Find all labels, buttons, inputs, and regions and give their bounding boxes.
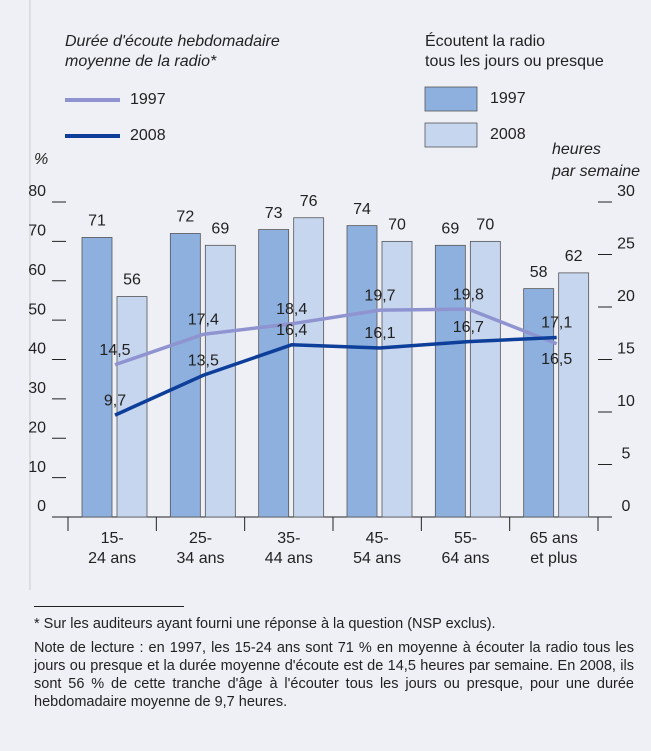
y-tick-label: 70 <box>28 223 46 240</box>
bar-value-label: 58 <box>530 264 548 281</box>
line-value-label: 16,4 <box>276 322 307 339</box>
line-value-label: 18,4 <box>276 301 307 318</box>
line-value-label: 16,7 <box>453 319 484 336</box>
bar <box>469 240 501 518</box>
bar-legend-title: Écoutent la radio <box>425 31 545 50</box>
y-tick-label: 0 <box>37 498 46 515</box>
y2-tick-label: 5 <box>622 446 631 463</box>
line-value-label: 19,7 <box>364 287 395 304</box>
notes: * Sur les auditeurs ayant fourni une rép… <box>34 606 634 717</box>
line-value-label: 17,4 <box>188 312 219 329</box>
x-tick-label: et plus <box>530 550 577 567</box>
x-tick-label: 45- <box>366 530 389 547</box>
bar <box>293 217 325 518</box>
legend-swatch <box>424 122 478 148</box>
bar <box>81 237 113 518</box>
line-legend-title: moyenne de la radio* <box>65 53 217 70</box>
line-value-label: 17,1 <box>541 315 572 332</box>
y-tick-label: 20 <box>28 419 46 436</box>
y-tick-label: 60 <box>28 262 46 279</box>
rule <box>34 606 184 607</box>
footnote: * Sur les auditeurs ayant fourni une rép… <box>34 616 496 632</box>
bar-value-label: 69 <box>441 221 459 238</box>
y2-tick-label: 25 <box>617 236 635 253</box>
bar-value-label: 70 <box>388 217 406 234</box>
x-tick-label: 34 ans <box>176 550 224 567</box>
y2-tick-label: 10 <box>617 393 635 410</box>
line-value-label: 19,8 <box>453 286 484 303</box>
line-value-label: 16,1 <box>364 325 395 342</box>
legend-label: 1997 <box>490 90 526 107</box>
bar-legend-title: tous les jours ou presque <box>425 53 604 70</box>
bar-value-label: 70 <box>476 217 494 234</box>
y2-axis-label: par semaine <box>551 163 640 180</box>
bar <box>258 229 290 518</box>
x-tick-label: 24 ans <box>88 550 136 567</box>
line-value-label: 16,5 <box>541 351 572 368</box>
y2-axis-label: heures <box>552 141 601 158</box>
line-value-label: 9,7 <box>104 392 126 409</box>
y-tick-label: 10 <box>28 459 46 476</box>
bar-value-label: 74 <box>353 201 371 218</box>
bar <box>523 288 555 518</box>
bar <box>558 272 590 518</box>
bar-value-label: 69 <box>211 221 229 238</box>
line-value-label: 13,5 <box>188 352 219 369</box>
bar <box>169 233 201 518</box>
x-tick-label: 65 ans <box>530 530 578 547</box>
bar-value-label: 71 <box>88 213 106 230</box>
y-tick-label: 80 <box>28 183 46 200</box>
x-tick-label: 25- <box>189 530 212 547</box>
line-value-label: 14,5 <box>99 342 130 359</box>
y-tick-label: 30 <box>28 380 46 397</box>
bar-value-label: 56 <box>123 272 141 289</box>
legend-label: 1997 <box>130 91 166 108</box>
x-tick-label: 15- <box>101 530 124 547</box>
line <box>114 335 557 417</box>
y-tick-label: 40 <box>28 341 46 358</box>
x-tick-label: 44 ans <box>265 550 313 567</box>
bar <box>381 240 413 518</box>
line <box>114 307 558 367</box>
y2-tick-label: 15 <box>617 341 635 358</box>
legend-swatch <box>424 86 478 112</box>
line-legend-title: Durée d'écoute hebdomadaire <box>65 33 280 50</box>
bar-value-label: 62 <box>565 248 583 265</box>
y-tick-label: 50 <box>28 301 46 318</box>
bar-value-label: 73 <box>265 205 283 222</box>
legend-label: 2008 <box>130 127 166 144</box>
y2-tick-label: 20 <box>617 288 635 305</box>
x-tick-label: 64 ans <box>441 550 489 567</box>
bar <box>434 244 466 518</box>
bar <box>204 244 236 518</box>
y2-tick-label: 30 <box>617 183 635 200</box>
bar <box>346 225 378 518</box>
bar-value-label: 72 <box>176 209 194 226</box>
y-axis-label: % <box>34 151 48 168</box>
note: Note de lecture : en 1997, les 15-24 ans… <box>34 640 634 710</box>
y2-tick-label: 0 <box>622 498 631 515</box>
x-tick-label: 35- <box>277 530 300 547</box>
x-tick-label: 55- <box>454 530 477 547</box>
legend-label: 2008 <box>490 126 526 143</box>
chart: Durée d'écoute hebdomadaire moyenne de l… <box>28 0 640 590</box>
bar-value-label: 76 <box>300 193 318 210</box>
x-tick-label: 54 ans <box>353 550 401 567</box>
